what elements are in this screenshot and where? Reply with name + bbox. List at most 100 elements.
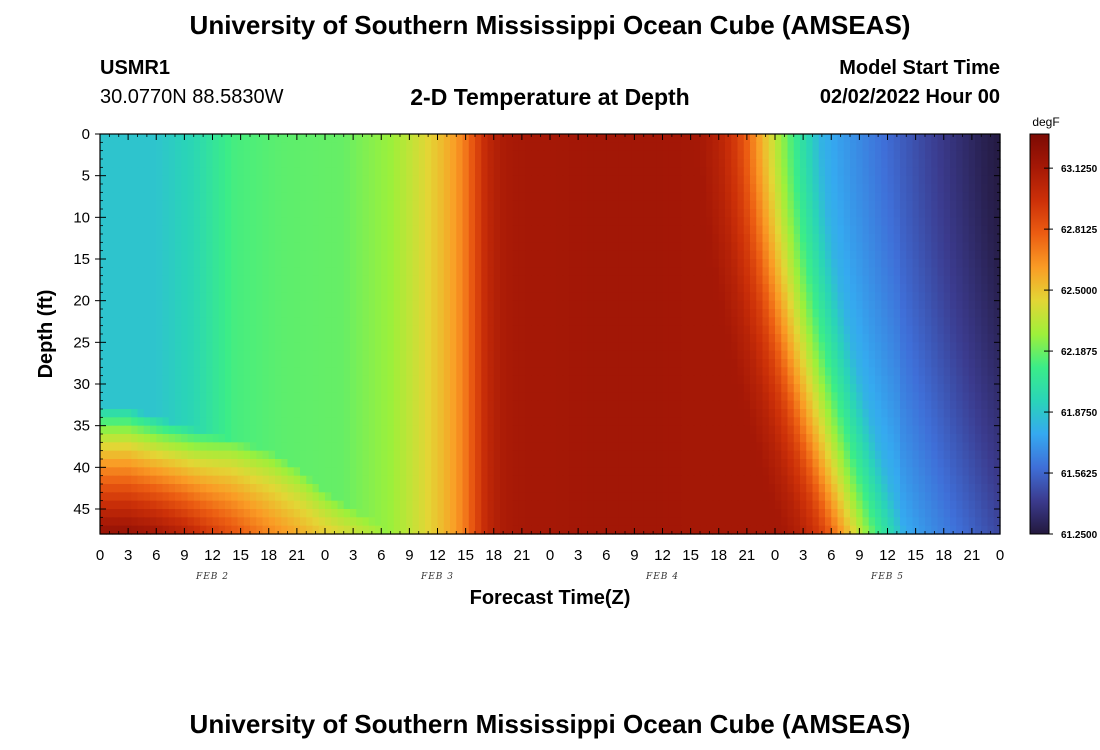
heatmap-cell — [981, 300, 989, 310]
heatmap-cell — [431, 275, 439, 285]
heatmap-cell — [268, 292, 276, 302]
heatmap-cell — [762, 242, 770, 252]
heatmap-cell — [250, 350, 257, 360]
heatmap-cell — [487, 134, 495, 143]
heatmap-cell — [706, 325, 714, 335]
heatmap-cell — [500, 134, 507, 143]
heatmap-cell — [543, 392, 551, 402]
heatmap-cell — [931, 209, 939, 218]
heatmap-cell — [787, 167, 795, 177]
heatmap-cell — [118, 250, 126, 260]
heatmap-cell — [887, 342, 895, 352]
heatmap-cell — [837, 300, 845, 310]
heatmap-cell — [381, 234, 389, 243]
heatmap-cell — [462, 359, 470, 368]
heatmap-cell — [825, 142, 832, 152]
heatmap-cell — [493, 209, 501, 218]
heatmap-cell — [800, 275, 807, 285]
heatmap-cell — [612, 317, 620, 327]
heatmap-cell — [818, 275, 826, 285]
heatmap-cell — [250, 417, 257, 427]
heatmap-cell — [193, 342, 201, 352]
heatmap-cell — [300, 142, 307, 152]
heatmap-cell — [937, 184, 945, 193]
heatmap-cell — [325, 292, 332, 302]
heatmap-cell — [393, 175, 401, 185]
heatmap-cell — [143, 400, 151, 410]
heatmap-cell — [825, 342, 832, 352]
heatmap-cell — [456, 292, 464, 302]
heatmap-cell — [206, 359, 214, 368]
heatmap-cell — [387, 142, 395, 152]
heatmap-cell — [443, 167, 451, 177]
heatmap-cell — [706, 209, 714, 218]
heatmap-cell — [112, 159, 120, 168]
heatmap-cell — [781, 275, 789, 285]
heatmap-cell — [118, 417, 126, 427]
heatmap-cell — [906, 409, 914, 418]
heatmap-cell — [293, 342, 301, 352]
heatmap-cell — [175, 334, 182, 343]
heatmap-cell — [931, 359, 939, 368]
heatmap-cell — [212, 159, 220, 168]
heatmap-cell — [556, 342, 564, 352]
heatmap-cell — [962, 267, 970, 277]
heatmap-cell — [718, 225, 726, 235]
heatmap-cell — [218, 392, 226, 402]
heatmap-cell — [700, 209, 707, 218]
heatmap-cell — [506, 342, 514, 352]
heatmap-cell — [150, 384, 157, 393]
heatmap-cell — [281, 225, 289, 235]
heatmap-cell — [100, 234, 107, 243]
heatmap-cell — [943, 217, 951, 227]
heatmap-cell — [243, 392, 251, 402]
heatmap-cell — [256, 275, 264, 285]
heatmap-cell — [350, 175, 357, 185]
heatmap-cell — [268, 359, 276, 368]
heatmap-cell — [681, 192, 689, 202]
heatmap-cell — [700, 250, 707, 260]
heatmap-cell — [450, 350, 457, 360]
heatmap-cell — [737, 150, 745, 160]
heatmap-cell — [350, 392, 357, 402]
heatmap-cell — [643, 342, 651, 352]
heatmap-cell — [868, 325, 876, 335]
heatmap-cell — [868, 200, 876, 210]
heatmap-cell — [375, 225, 382, 235]
heatmap-cell — [975, 275, 982, 285]
heatmap-cell — [306, 275, 314, 285]
heatmap-cell — [350, 334, 357, 343]
heatmap-cell — [462, 309, 470, 318]
heatmap-cell — [912, 225, 920, 235]
heatmap-cell — [600, 192, 607, 202]
heatmap-cell — [168, 134, 176, 143]
heatmap-cell — [137, 325, 145, 335]
heatmap-cell — [193, 300, 201, 310]
heatmap-cell — [762, 209, 770, 218]
heatmap-cell — [612, 175, 620, 185]
heatmap-cell — [993, 159, 1001, 168]
heatmap-cell — [500, 284, 507, 293]
heatmap-cell — [931, 334, 939, 343]
heatmap-cell — [275, 325, 282, 335]
heatmap-cell — [556, 384, 564, 393]
heatmap-cell — [306, 317, 314, 327]
heatmap-cell — [675, 409, 682, 418]
heatmap-cell — [225, 150, 232, 160]
heatmap-cell — [825, 200, 832, 210]
heatmap-cell — [212, 175, 220, 185]
heatmap-cell — [393, 300, 401, 310]
heatmap-cell — [806, 134, 814, 143]
heatmap-cell — [106, 242, 114, 252]
heatmap-cell — [506, 134, 514, 143]
heatmap-cell — [968, 267, 976, 277]
heatmap-cell — [918, 250, 926, 260]
heatmap-cell — [900, 242, 907, 252]
heatmap-cell — [325, 217, 332, 227]
heatmap-cell — [931, 292, 939, 302]
heatmap-cell — [200, 175, 207, 185]
heatmap-cell — [937, 384, 945, 393]
heatmap-cell — [643, 309, 651, 318]
heatmap-cell — [768, 175, 776, 185]
heatmap-cell — [700, 384, 707, 393]
